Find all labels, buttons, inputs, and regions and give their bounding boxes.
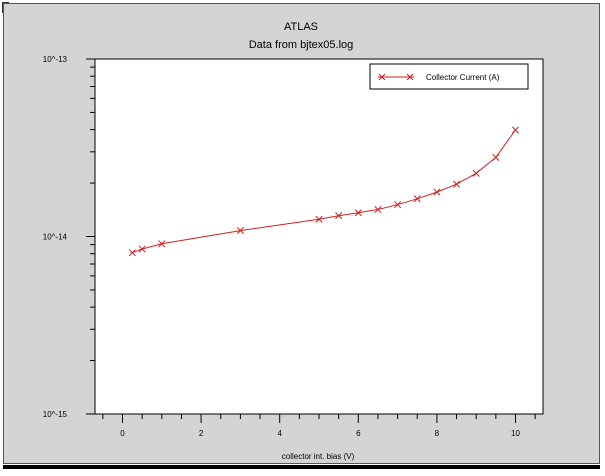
x-tick-label: 8 [435, 429, 440, 438]
data-point-marker [335, 212, 343, 220]
plot-area [94, 58, 544, 415]
window-bottom-border [3, 465, 600, 469]
data-point-marker [315, 215, 323, 223]
data-point-marker [374, 205, 382, 214]
x-tick-label: 4 [277, 429, 282, 438]
data-point-marker [511, 126, 520, 134]
x-tick-label: 2 [199, 429, 204, 438]
data-point-marker [138, 245, 146, 253]
y-tick-label: 10^-15 [43, 410, 68, 419]
legend: Collector Current (A) [369, 63, 529, 90]
data-point-marker [354, 209, 362, 217]
data-point-marker [413, 195, 421, 203]
data-point-marker [433, 188, 441, 196]
x-tick-label: 10 [511, 429, 520, 438]
legend-label: Collector Current (A) [426, 73, 500, 82]
data-point-marker [394, 201, 402, 209]
y-tick-label: 10^-14 [43, 233, 68, 242]
legend-swatch-marker [406, 73, 414, 81]
x-tick-label: 0 [120, 429, 125, 438]
data-point-marker [492, 153, 500, 161]
window-corner-mark [2, 2, 9, 13]
legend-swatch-marker [378, 73, 386, 81]
data-point-marker [128, 249, 136, 257]
data-point-marker [472, 169, 480, 177]
data-point-marker [158, 240, 166, 248]
y-tick-label: 10^-13 [43, 55, 68, 64]
chart-title: ATLAS [284, 21, 318, 33]
x-axis-label: collector int. bias (V) [282, 452, 355, 461]
data-point-marker [236, 227, 244, 235]
x-tick-label: 6 [356, 429, 361, 438]
data-point-marker [452, 180, 461, 188]
chart-subtitle: Data from bjtex05.log [249, 39, 354, 51]
